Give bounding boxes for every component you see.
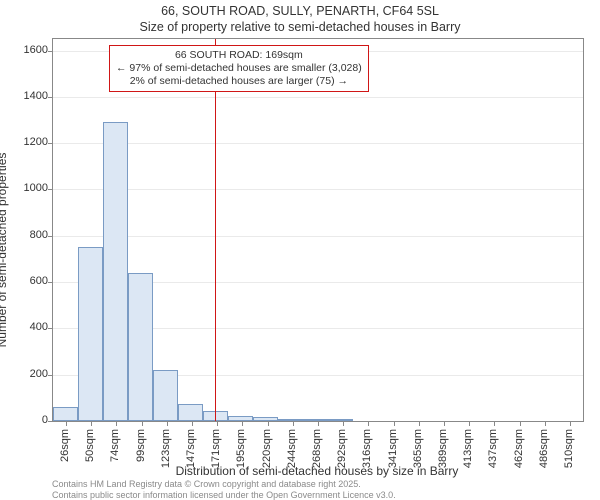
ytick-label: 1000 <box>8 182 48 194</box>
xtick-label: 389sqm <box>437 429 449 477</box>
gridline <box>53 236 583 237</box>
ytick-label: 600 <box>8 275 48 287</box>
gridline <box>53 189 583 190</box>
xtick-label: 437sqm <box>487 429 499 477</box>
histogram-bar <box>53 407 78 421</box>
histogram-bar <box>203 411 228 421</box>
xtick-mark <box>242 421 243 426</box>
xtick-label: 510sqm <box>563 429 575 477</box>
gridline <box>53 97 583 98</box>
xtick-label: 147sqm <box>185 429 197 477</box>
xtick-label: 74sqm <box>109 429 121 477</box>
ytick-label: 1600 <box>8 44 48 56</box>
xtick-mark <box>66 421 67 426</box>
xtick-mark <box>268 421 269 426</box>
xtick-label: 26sqm <box>59 429 71 477</box>
xtick-mark <box>167 421 168 426</box>
xtick-mark <box>91 421 92 426</box>
chart-container: 66, SOUTH ROAD, SULLY, PENARTH, CF64 5SL… <box>0 0 600 500</box>
xtick-label: 99sqm <box>135 429 147 477</box>
annotation-line: ← 97% of semi-detached houses are smalle… <box>116 62 362 75</box>
xtick-label: 195sqm <box>235 429 247 477</box>
ytick-mark <box>48 236 53 237</box>
xtick-label: 486sqm <box>538 429 550 477</box>
histogram-bar <box>228 416 253 421</box>
annotation-box: 66 SOUTH ROAD: 169sqm← 97% of semi-detac… <box>109 45 369 92</box>
ytick-mark <box>48 189 53 190</box>
ytick-label: 800 <box>8 229 48 241</box>
xtick-label: 365sqm <box>412 429 424 477</box>
xtick-label: 341sqm <box>387 429 399 477</box>
histogram-bar <box>303 419 328 421</box>
footer-line-1: Contains HM Land Registry data © Crown c… <box>52 479 396 489</box>
xtick-mark <box>419 421 420 426</box>
chart-title-main: 66, SOUTH ROAD, SULLY, PENARTH, CF64 5SL <box>0 4 600 18</box>
histogram-bar <box>278 419 303 421</box>
ytick-mark <box>48 97 53 98</box>
xtick-label: 268sqm <box>311 429 323 477</box>
xtick-mark <box>520 421 521 426</box>
footer-line-2: Contains public sector information licen… <box>52 490 396 500</box>
chart-footer: Contains HM Land Registry data © Crown c… <box>52 479 396 500</box>
ytick-label: 1200 <box>8 136 48 148</box>
xtick-mark <box>318 421 319 426</box>
histogram-bar <box>253 417 278 421</box>
xtick-label: 171sqm <box>210 429 222 477</box>
xtick-mark <box>545 421 546 426</box>
xtick-label: 462sqm <box>513 429 525 477</box>
xtick-mark <box>192 421 193 426</box>
annotation-line: 2% of semi-detached houses are larger (7… <box>116 75 362 88</box>
plot-area: 66 SOUTH ROAD: 169sqm← 97% of semi-detac… <box>52 38 584 422</box>
xtick-label: 220sqm <box>261 429 273 477</box>
ytick-label: 200 <box>8 368 48 380</box>
xtick-mark <box>142 421 143 426</box>
ytick-mark <box>48 328 53 329</box>
xtick-label: 244sqm <box>286 429 298 477</box>
ytick-mark <box>48 375 53 376</box>
ytick-label: 0 <box>8 414 48 426</box>
ytick-mark <box>48 282 53 283</box>
xtick-mark <box>343 421 344 426</box>
xtick-mark <box>494 421 495 426</box>
ytick-mark <box>48 421 53 422</box>
histogram-bar <box>178 404 203 421</box>
xtick-mark <box>293 421 294 426</box>
chart-title-sub: Size of property relative to semi-detach… <box>0 20 600 34</box>
xtick-mark <box>570 421 571 426</box>
histogram-bar <box>128 273 153 421</box>
xtick-label: 316sqm <box>361 429 373 477</box>
xtick-mark <box>217 421 218 426</box>
xtick-label: 413sqm <box>462 429 474 477</box>
y-axis-label: Number of semi-detached properties <box>0 55 9 250</box>
xtick-mark <box>394 421 395 426</box>
histogram-bar <box>328 419 353 421</box>
ytick-label: 1400 <box>8 90 48 102</box>
reference-line <box>215 39 216 421</box>
xtick-mark <box>116 421 117 426</box>
xtick-mark <box>368 421 369 426</box>
xtick-mark <box>444 421 445 426</box>
xtick-label: 50sqm <box>84 429 96 477</box>
xtick-label: 123sqm <box>160 429 172 477</box>
histogram-bar <box>103 122 128 421</box>
ytick-mark <box>48 51 53 52</box>
ytick-label: 400 <box>8 321 48 333</box>
ytick-mark <box>48 143 53 144</box>
histogram-bar <box>153 370 178 421</box>
xtick-mark <box>469 421 470 426</box>
histogram-bar <box>78 247 103 421</box>
xtick-label: 292sqm <box>336 429 348 477</box>
gridline <box>53 143 583 144</box>
annotation-line: 66 SOUTH ROAD: 169sqm <box>116 49 362 62</box>
